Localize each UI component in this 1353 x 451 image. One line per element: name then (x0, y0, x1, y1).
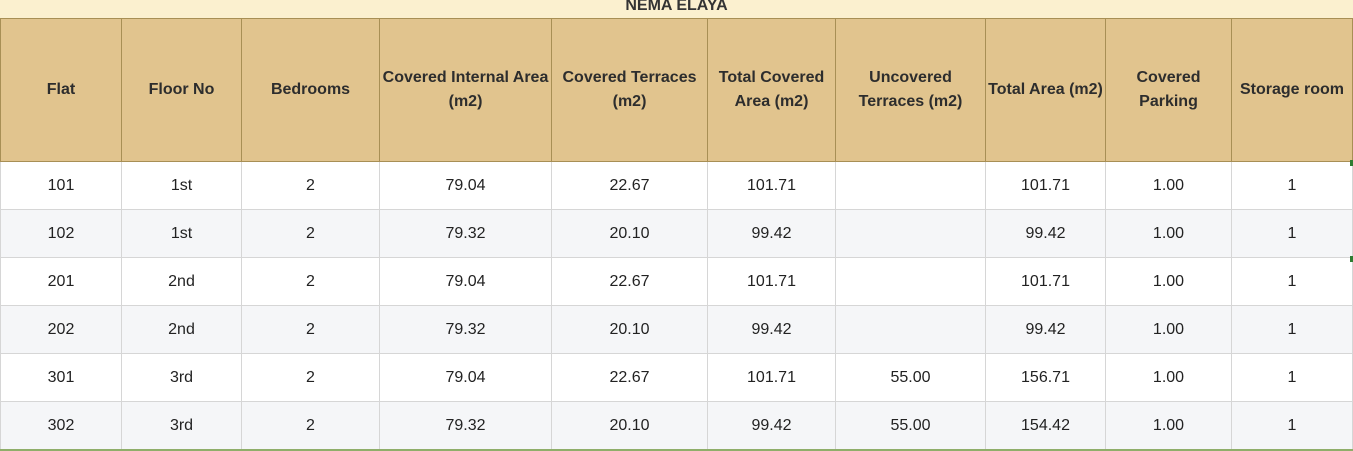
cell-storage-room[interactable]: 1 (1231, 305, 1353, 354)
cell-covered-internal-area[interactable]: 79.32 (379, 209, 552, 258)
cell-total-covered-area[interactable]: 101.71 (707, 353, 836, 402)
cell-floor-no[interactable]: 3rd (121, 353, 242, 402)
cell-flat[interactable]: 202 (0, 305, 122, 354)
cell-floor-no[interactable]: 2nd (121, 305, 242, 354)
table-row: 101 1st 2 79.04 22.67 101.71 101.71 1.00… (0, 161, 1353, 210)
cell-floor-no[interactable]: 1st (121, 161, 242, 210)
cell-covered-terraces[interactable]: 20.10 (551, 401, 708, 451)
cell-covered-internal-area[interactable]: 79.04 (379, 161, 552, 210)
cell-total-area[interactable]: 154.42 (985, 401, 1106, 451)
cell-total-covered-area[interactable]: 99.42 (707, 209, 836, 258)
header-uncovered-terraces[interactable]: Uncovered Terraces (m2) (835, 18, 986, 162)
cell-uncovered-terraces[interactable] (835, 257, 986, 306)
cell-total-area[interactable]: 101.71 (985, 257, 1106, 306)
cell-covered-terraces[interactable]: 22.67 (551, 161, 708, 210)
cell-uncovered-terraces[interactable]: 55.00 (835, 401, 986, 451)
cell-floor-no[interactable]: 2nd (121, 257, 242, 306)
table-title: NEMA ELAYA (0, 0, 1353, 19)
cell-flat[interactable]: 101 (0, 161, 122, 210)
table-row: 102 1st 2 79.32 20.10 99.42 99.42 1.00 1 (0, 209, 1353, 258)
selection-edge-marker (1350, 256, 1353, 262)
cell-storage-room[interactable]: 1 (1231, 401, 1353, 451)
cell-bedrooms[interactable]: 2 (241, 161, 380, 210)
cell-flat[interactable]: 102 (0, 209, 122, 258)
cell-covered-internal-area[interactable]: 79.04 (379, 353, 552, 402)
cell-bedrooms[interactable]: 2 (241, 305, 380, 354)
cell-total-area[interactable]: 156.71 (985, 353, 1106, 402)
cell-covered-internal-area[interactable]: 79.32 (379, 305, 552, 354)
header-covered-terraces[interactable]: Covered Terraces (m2) (551, 18, 708, 162)
cell-covered-internal-area[interactable]: 79.04 (379, 257, 552, 306)
table-row: 202 2nd 2 79.32 20.10 99.42 99.42 1.00 1 (0, 305, 1353, 354)
header-floor-no[interactable]: Floor No (121, 18, 242, 162)
cell-bedrooms[interactable]: 2 (241, 209, 380, 258)
header-covered-parking[interactable]: Covered Parking (1105, 18, 1232, 162)
cell-bedrooms[interactable]: 2 (241, 257, 380, 306)
cell-covered-parking[interactable]: 1.00 (1105, 209, 1232, 258)
cell-flat[interactable]: 302 (0, 401, 122, 451)
cell-covered-parking[interactable]: 1.00 (1105, 257, 1232, 306)
cell-bedrooms[interactable]: 2 (241, 401, 380, 451)
cell-total-covered-area[interactable]: 99.42 (707, 401, 836, 451)
cell-uncovered-terraces[interactable]: 55.00 (835, 353, 986, 402)
header-covered-internal-area[interactable]: Covered Internal Area (m2) (379, 18, 552, 162)
cell-total-area[interactable]: 99.42 (985, 305, 1106, 354)
table-row: 302 3rd 2 79.32 20.10 99.42 55.00 154.42… (0, 401, 1353, 451)
cell-uncovered-terraces[interactable] (835, 161, 986, 210)
cell-storage-room[interactable]: 1 (1231, 209, 1353, 258)
cell-total-area[interactable]: 101.71 (985, 161, 1106, 210)
cell-covered-terraces[interactable]: 20.10 (551, 305, 708, 354)
table-row: 301 3rd 2 79.04 22.67 101.71 55.00 156.7… (0, 353, 1353, 402)
cell-uncovered-terraces[interactable] (835, 305, 986, 354)
cell-flat[interactable]: 301 (0, 353, 122, 402)
cell-total-covered-area[interactable]: 101.71 (707, 257, 836, 306)
cell-storage-room[interactable]: 1 (1231, 257, 1353, 306)
header-total-covered-area[interactable]: Total Covered Area (m2) (707, 18, 836, 162)
header-row: Flat Floor No Bedrooms Covered Internal … (0, 18, 1353, 162)
cell-covered-parking[interactable]: 1.00 (1105, 305, 1232, 354)
cell-covered-parking[interactable]: 1.00 (1105, 353, 1232, 402)
cell-covered-parking[interactable]: 1.00 (1105, 401, 1232, 451)
cell-covered-terraces[interactable]: 22.67 (551, 257, 708, 306)
cell-floor-no[interactable]: 1st (121, 209, 242, 258)
header-storage-room[interactable]: Storage room (1231, 18, 1353, 162)
header-total-area[interactable]: Total Area (m2) (985, 18, 1106, 162)
cell-covered-parking[interactable]: 1.00 (1105, 161, 1232, 210)
cell-storage-room[interactable]: 1 (1231, 353, 1353, 402)
unit-table: Flat Floor No Bedrooms Covered Internal … (0, 18, 1353, 451)
table-row: 201 2nd 2 79.04 22.67 101.71 101.71 1.00… (0, 257, 1353, 306)
cell-uncovered-terraces[interactable] (835, 209, 986, 258)
cell-covered-internal-area[interactable]: 79.32 (379, 401, 552, 451)
header-bedrooms[interactable]: Bedrooms (241, 18, 380, 162)
header-flat[interactable]: Flat (0, 18, 122, 162)
cell-total-covered-area[interactable]: 99.42 (707, 305, 836, 354)
cell-flat[interactable]: 201 (0, 257, 122, 306)
cell-total-area[interactable]: 99.42 (985, 209, 1106, 258)
cell-total-covered-area[interactable]: 101.71 (707, 161, 836, 210)
cell-covered-terraces[interactable]: 20.10 (551, 209, 708, 258)
cell-storage-room[interactable]: 1 (1231, 161, 1353, 210)
cell-floor-no[interactable]: 3rd (121, 401, 242, 451)
selection-edge-marker (1350, 160, 1353, 166)
cell-covered-terraces[interactable]: 22.67 (551, 353, 708, 402)
cell-bedrooms[interactable]: 2 (241, 353, 380, 402)
